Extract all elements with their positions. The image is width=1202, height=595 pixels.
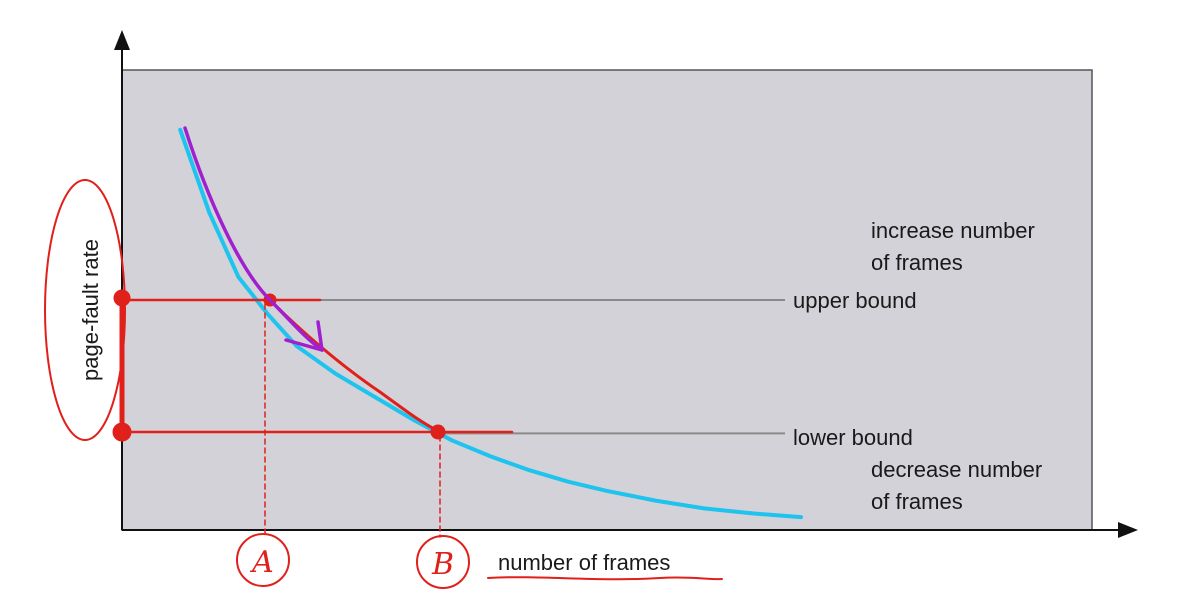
bracket-top-dot [113,289,131,307]
bracket-bottom-dot [112,422,132,442]
lower-bound-label: lower bound [793,425,913,450]
xlabel-underline [487,576,723,581]
purple-arrow [183,126,324,352]
decrease-annotation-line1: decrease number [871,457,1042,482]
point-b-label: B [431,547,454,582]
ylabel-circle [44,179,126,441]
y-axis-label: page-fault rate [78,239,103,381]
page-fault-curve [178,127,803,520]
decrease-annotation-line2: of frames [871,489,963,514]
handwritten-annotations [44,179,723,589]
increase-annotation-line1: increase number [871,218,1035,243]
point-a-circle [236,533,290,587]
point-b-circle [416,535,470,589]
increase-annotation-line2: of frames [871,250,963,275]
x-axis-label: number of frames [498,550,670,575]
upper-bound-label: upper bound [793,288,917,313]
point-a-label: A [249,545,274,580]
